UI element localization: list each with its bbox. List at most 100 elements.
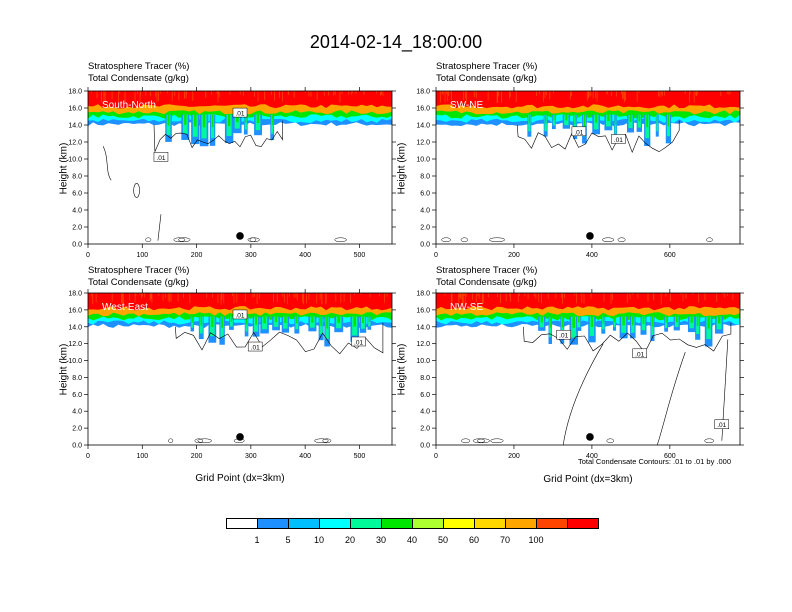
y-tick-label: 10.0: [68, 358, 82, 365]
plume-core: [263, 316, 266, 324]
plume-core: [545, 114, 547, 124]
x-tick-label: 100: [136, 453, 148, 460]
plume-core: [368, 316, 370, 322]
plume-core: [615, 114, 616, 125]
y-tick-label: 18.0: [68, 89, 82, 96]
condensate-contour: [322, 438, 332, 444]
colorbar-swatch: [319, 518, 351, 529]
plume-core: [337, 316, 341, 323]
condensate-label: Total Condensate (g/kg): [88, 277, 189, 288]
contour-label-box: [232, 309, 248, 320]
y-tick-label: 12.0: [68, 341, 82, 348]
y-tick-label: 0.0: [420, 443, 430, 450]
tracer-band-100: [436, 91, 740, 109]
plume-core: [528, 114, 530, 124]
plume-core: [638, 114, 641, 122]
condensate-contour: [173, 237, 186, 242]
plume-core: [311, 316, 314, 323]
plume-core: [246, 316, 248, 325]
panel-1-var-labels: Stratosphere Tracer (%) Total Condensate…: [88, 61, 189, 85]
contour-label: .01: [354, 339, 363, 346]
condensate-contour: [153, 120, 283, 152]
condensate-contour: [314, 438, 329, 444]
tracer-band-100: [88, 91, 392, 109]
plume-core: [590, 316, 594, 327]
colorbar-swatch: [474, 518, 506, 529]
y-tick-label: 10.0: [416, 157, 430, 164]
plume-core: [193, 114, 197, 127]
tracer-band-100: [88, 293, 392, 311]
y-tick-label: 4.0: [420, 208, 430, 215]
colorbar-label: 20: [344, 535, 356, 545]
y-tick-label: 2.0: [72, 426, 82, 433]
x-tick-label: 300: [245, 252, 257, 259]
y-tick-label: 6.0: [420, 392, 430, 399]
plume-core: [202, 114, 206, 128]
location-marker: [586, 232, 594, 240]
y-tick-label: 14.0: [416, 123, 430, 130]
contour-label-box: [571, 126, 587, 137]
plume-core: [191, 316, 193, 323]
panel-name: SW-NE: [450, 100, 483, 111]
condensate-contour: [704, 438, 715, 444]
y-tick-label: 16.0: [68, 307, 82, 314]
y-tick-label: 10.0: [416, 358, 430, 365]
y-tick-label: 14.0: [416, 324, 430, 331]
plume-core: [631, 316, 634, 326]
plume-core: [572, 316, 576, 328]
condensate-contour: [460, 237, 469, 242]
condensate-contour: [194, 438, 204, 444]
condensate-contour: [102, 146, 112, 181]
y-tick-label: 6.0: [72, 392, 82, 399]
condensate-contour: [489, 237, 506, 242]
plume-core: [274, 316, 278, 323]
x-tick-label: 500: [354, 453, 366, 460]
y-tick-label: 0.0: [420, 242, 430, 249]
colorbar-swatch: [257, 518, 289, 529]
contour-label: .01: [614, 137, 623, 144]
y-tick-label: 2.0: [72, 225, 82, 232]
plume-core: [561, 316, 563, 328]
panel-4-var-labels: Stratosphere Tracer (%) Total Condensate…: [436, 265, 537, 289]
condensate-contour: [606, 438, 615, 444]
y-tick-label: 8.0: [420, 174, 430, 181]
x-tick-label: 400: [299, 453, 311, 460]
page-title: 2014-02-14_18:00:00: [309, 32, 483, 52]
colorbar-swatch: [505, 518, 537, 529]
y-tick-label: 16.0: [416, 307, 430, 314]
plume-core: [614, 316, 615, 323]
plume-core: [167, 114, 170, 126]
condensate-contour: [602, 237, 615, 242]
x-tick-label: 500: [354, 252, 366, 259]
panel-3-xlabel: Grid Point (dx=3km): [195, 473, 285, 484]
colorbar-label: 5: [285, 535, 291, 545]
tracer-label: Stratosphere Tracer (%): [436, 265, 538, 276]
panel-4-ylabel: Height (km): [396, 343, 408, 396]
plume-core: [607, 114, 610, 122]
y-tick-label: 6.0: [420, 191, 430, 198]
panel-name: South-North: [102, 100, 156, 111]
x-tick-label: 0: [86, 453, 90, 460]
tracer-label: Stratosphere Tracer (%): [88, 61, 190, 72]
condensate-contour: [157, 214, 162, 241]
location-marker: [236, 433, 244, 441]
y-tick-label: 18.0: [416, 89, 430, 96]
contour-label: .01: [235, 312, 244, 319]
condensate-contour: [562, 343, 604, 446]
colorbar-swatch: [536, 518, 568, 529]
plume-core: [717, 316, 721, 324]
plume-core: [577, 316, 580, 323]
colorbar-label: 100: [528, 535, 544, 545]
x-tick-label: 600: [664, 453, 676, 460]
condensate-label: Total Condensate (g/kg): [436, 73, 537, 84]
plume-core: [690, 316, 693, 323]
condensate-contour: [490, 438, 504, 444]
plume-core: [271, 114, 273, 125]
condensate-contour: [168, 438, 174, 444]
condensate-contour: [175, 322, 384, 355]
tracer-label: Stratosphere Tracer (%): [436, 61, 538, 72]
plume-core: [326, 316, 328, 329]
contour-label: .01: [574, 129, 583, 136]
plume-core: [583, 114, 586, 127]
